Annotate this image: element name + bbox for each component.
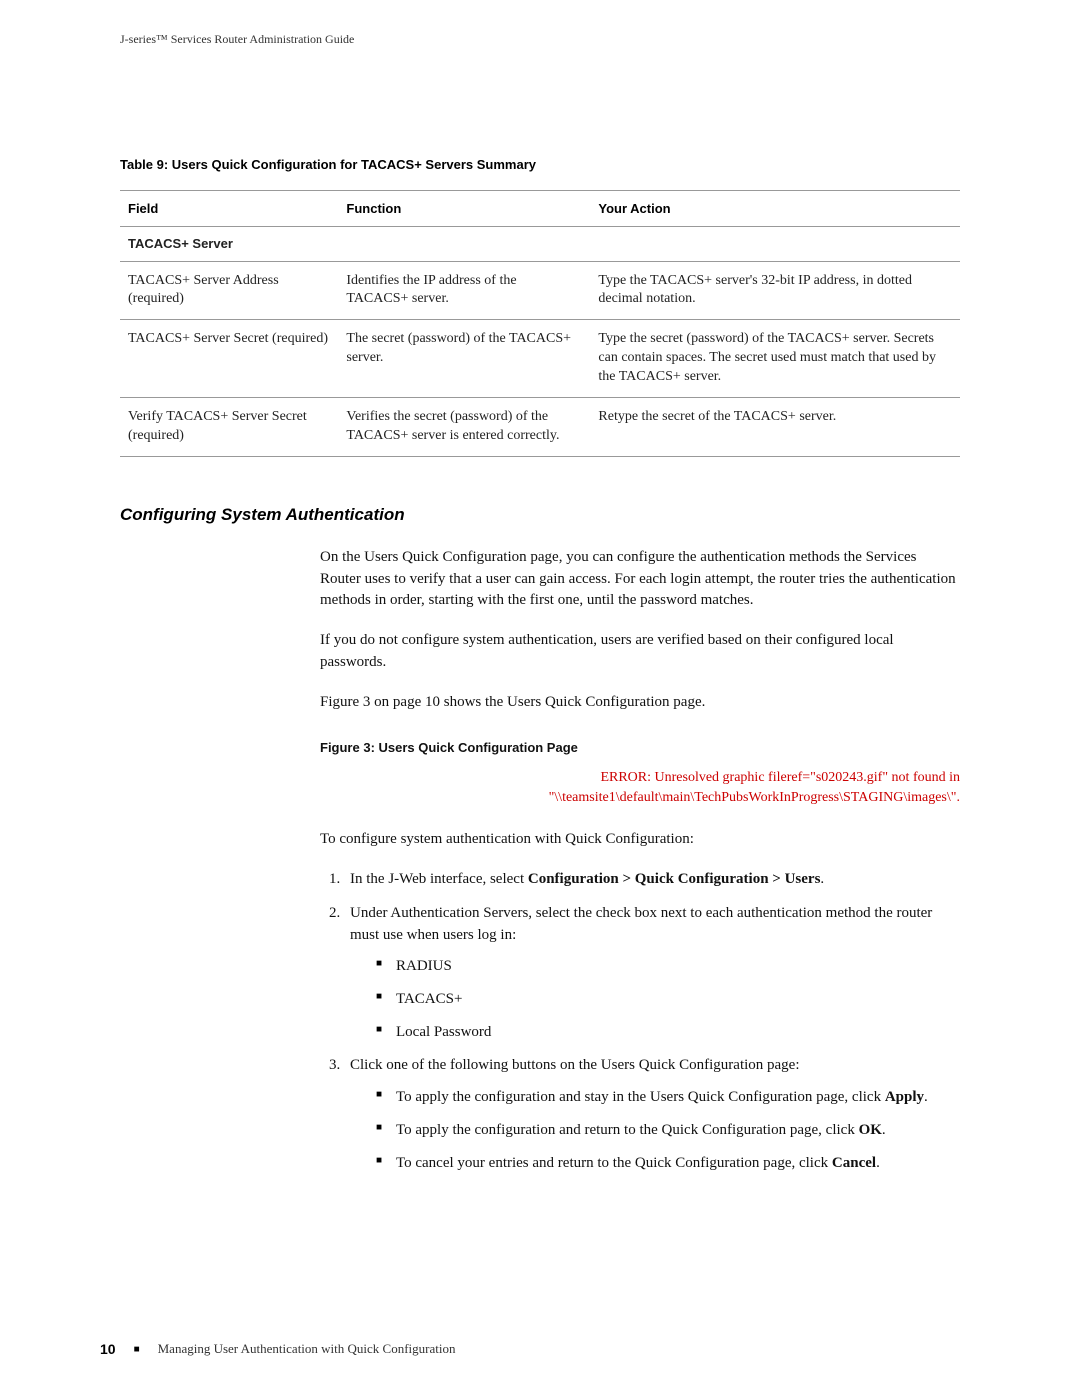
paragraph: On the Users Quick Configuration page, y… bbox=[320, 547, 960, 612]
table-section-label: TACACS+ Server bbox=[120, 227, 960, 262]
table-row: Verify TACACS+ Server Secret (required) … bbox=[120, 398, 960, 457]
th-action: Your Action bbox=[590, 191, 960, 227]
error-line: ERROR: Unresolved graphic fileref="s0202… bbox=[600, 770, 960, 785]
cell-field: Verify TACACS+ Server Secret (required) bbox=[120, 398, 338, 457]
steps-list: In the J-Web interface, select Configura… bbox=[320, 869, 960, 1174]
footer-text: Managing User Authentication with Quick … bbox=[158, 1341, 456, 1357]
sub-list: RADIUS TACACS+ Local Password bbox=[350, 956, 960, 1043]
item-text: . bbox=[882, 1122, 886, 1138]
table-row: TACACS+ Server Address (required) Identi… bbox=[120, 261, 960, 320]
th-function: Function bbox=[338, 191, 590, 227]
item-text: To apply the configuration and return to… bbox=[396, 1122, 859, 1138]
page-footer: 10 ■ Managing User Authentication with Q… bbox=[100, 1341, 960, 1357]
item-bold: OK bbox=[859, 1122, 882, 1138]
intro-line: To configure system authentication with … bbox=[320, 829, 960, 851]
list-item: To cancel your entries and return to the… bbox=[376, 1153, 960, 1174]
step-text: Under Authentication Servers, select the… bbox=[350, 905, 932, 943]
step-bold: Configuration > Quick Configuration > Us… bbox=[528, 871, 821, 887]
error-text: ERROR: Unresolved graphic fileref="s0202… bbox=[320, 768, 960, 807]
sub-list: To apply the configuration and stay in t… bbox=[350, 1087, 960, 1174]
step-text: . bbox=[820, 871, 824, 887]
item-bold: Apply bbox=[885, 1089, 924, 1105]
list-item: To apply the configuration and stay in t… bbox=[376, 1087, 960, 1108]
footer-square-icon: ■ bbox=[134, 1344, 140, 1355]
step-text: Click one of the following buttons on th… bbox=[350, 1057, 800, 1073]
table-row: TACACS+ Server Secret (required) The sec… bbox=[120, 320, 960, 398]
table-caption: Table 9: Users Quick Configuration for T… bbox=[120, 157, 960, 172]
item-bold: Cancel bbox=[832, 1155, 876, 1171]
list-item: To apply the configuration and return to… bbox=[376, 1120, 960, 1141]
cell-action: Type the secret (password) of the TACACS… bbox=[590, 320, 960, 398]
figure-caption: Figure 3: Users Quick Configuration Page bbox=[320, 739, 960, 758]
section-heading: Configuring System Authentication bbox=[120, 505, 960, 525]
table-header-row: Field Function Your Action bbox=[120, 191, 960, 227]
table-section-row: TACACS+ Server bbox=[120, 227, 960, 262]
running-header: J-series™ Services Router Administration… bbox=[120, 32, 960, 47]
paragraph: Figure 3 on page 10 shows the Users Quic… bbox=[320, 692, 960, 714]
list-item: TACACS+ bbox=[376, 989, 960, 1010]
config-table: Field Function Your Action TACACS+ Serve… bbox=[120, 190, 960, 457]
th-field: Field bbox=[120, 191, 338, 227]
paragraph: If you do not configure system authentic… bbox=[320, 630, 960, 674]
error-line: "\\teamsite1\default\main\TechPubsWorkIn… bbox=[549, 790, 960, 805]
cell-action: Retype the secret of the TACACS+ server. bbox=[590, 398, 960, 457]
list-item: RADIUS bbox=[376, 956, 960, 977]
cell-action: Type the TACACS+ server's 32-bit IP addr… bbox=[590, 261, 960, 320]
cell-field: TACACS+ Server Secret (required) bbox=[120, 320, 338, 398]
item-text: To cancel your entries and return to the… bbox=[396, 1155, 832, 1171]
step-item: In the J-Web interface, select Configura… bbox=[344, 869, 960, 891]
page-number: 10 bbox=[100, 1341, 116, 1357]
cell-function: Identifies the IP address of the TACACS+… bbox=[338, 261, 590, 320]
step-item: Click one of the following buttons on th… bbox=[344, 1055, 960, 1174]
body-block: On the Users Quick Configuration page, y… bbox=[320, 547, 960, 1174]
step-text: In the J-Web interface, select bbox=[350, 871, 528, 887]
item-text: To apply the configuration and stay in t… bbox=[396, 1089, 885, 1105]
cell-field: TACACS+ Server Address (required) bbox=[120, 261, 338, 320]
cell-function: Verifies the secret (password) of the TA… bbox=[338, 398, 590, 457]
item-text: . bbox=[924, 1089, 928, 1105]
item-text: . bbox=[876, 1155, 880, 1171]
cell-function: The secret (password) of the TACACS+ ser… bbox=[338, 320, 590, 398]
step-item: Under Authentication Servers, select the… bbox=[344, 903, 960, 1044]
list-item: Local Password bbox=[376, 1022, 960, 1043]
